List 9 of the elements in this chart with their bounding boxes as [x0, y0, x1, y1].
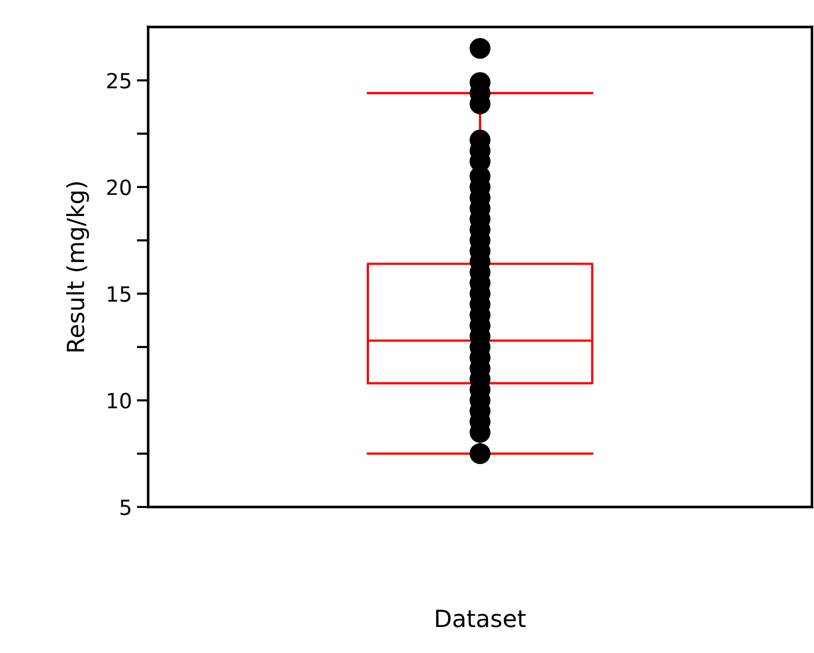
- y-tick-label: 15: [108, 286, 130, 302]
- point: [470, 443, 490, 464]
- y-tick-label: 20: [107, 179, 131, 196]
- y-tick-label: 5: [120, 500, 130, 516]
- y-tick-label: 25: [107, 72, 130, 89]
- y-tick-label: 10: [108, 392, 131, 409]
- point: [470, 38, 490, 59]
- x-axis-title: Dataset: [436, 610, 526, 628]
- y-axis-title: Result (mg/kg): [66, 182, 89, 352]
